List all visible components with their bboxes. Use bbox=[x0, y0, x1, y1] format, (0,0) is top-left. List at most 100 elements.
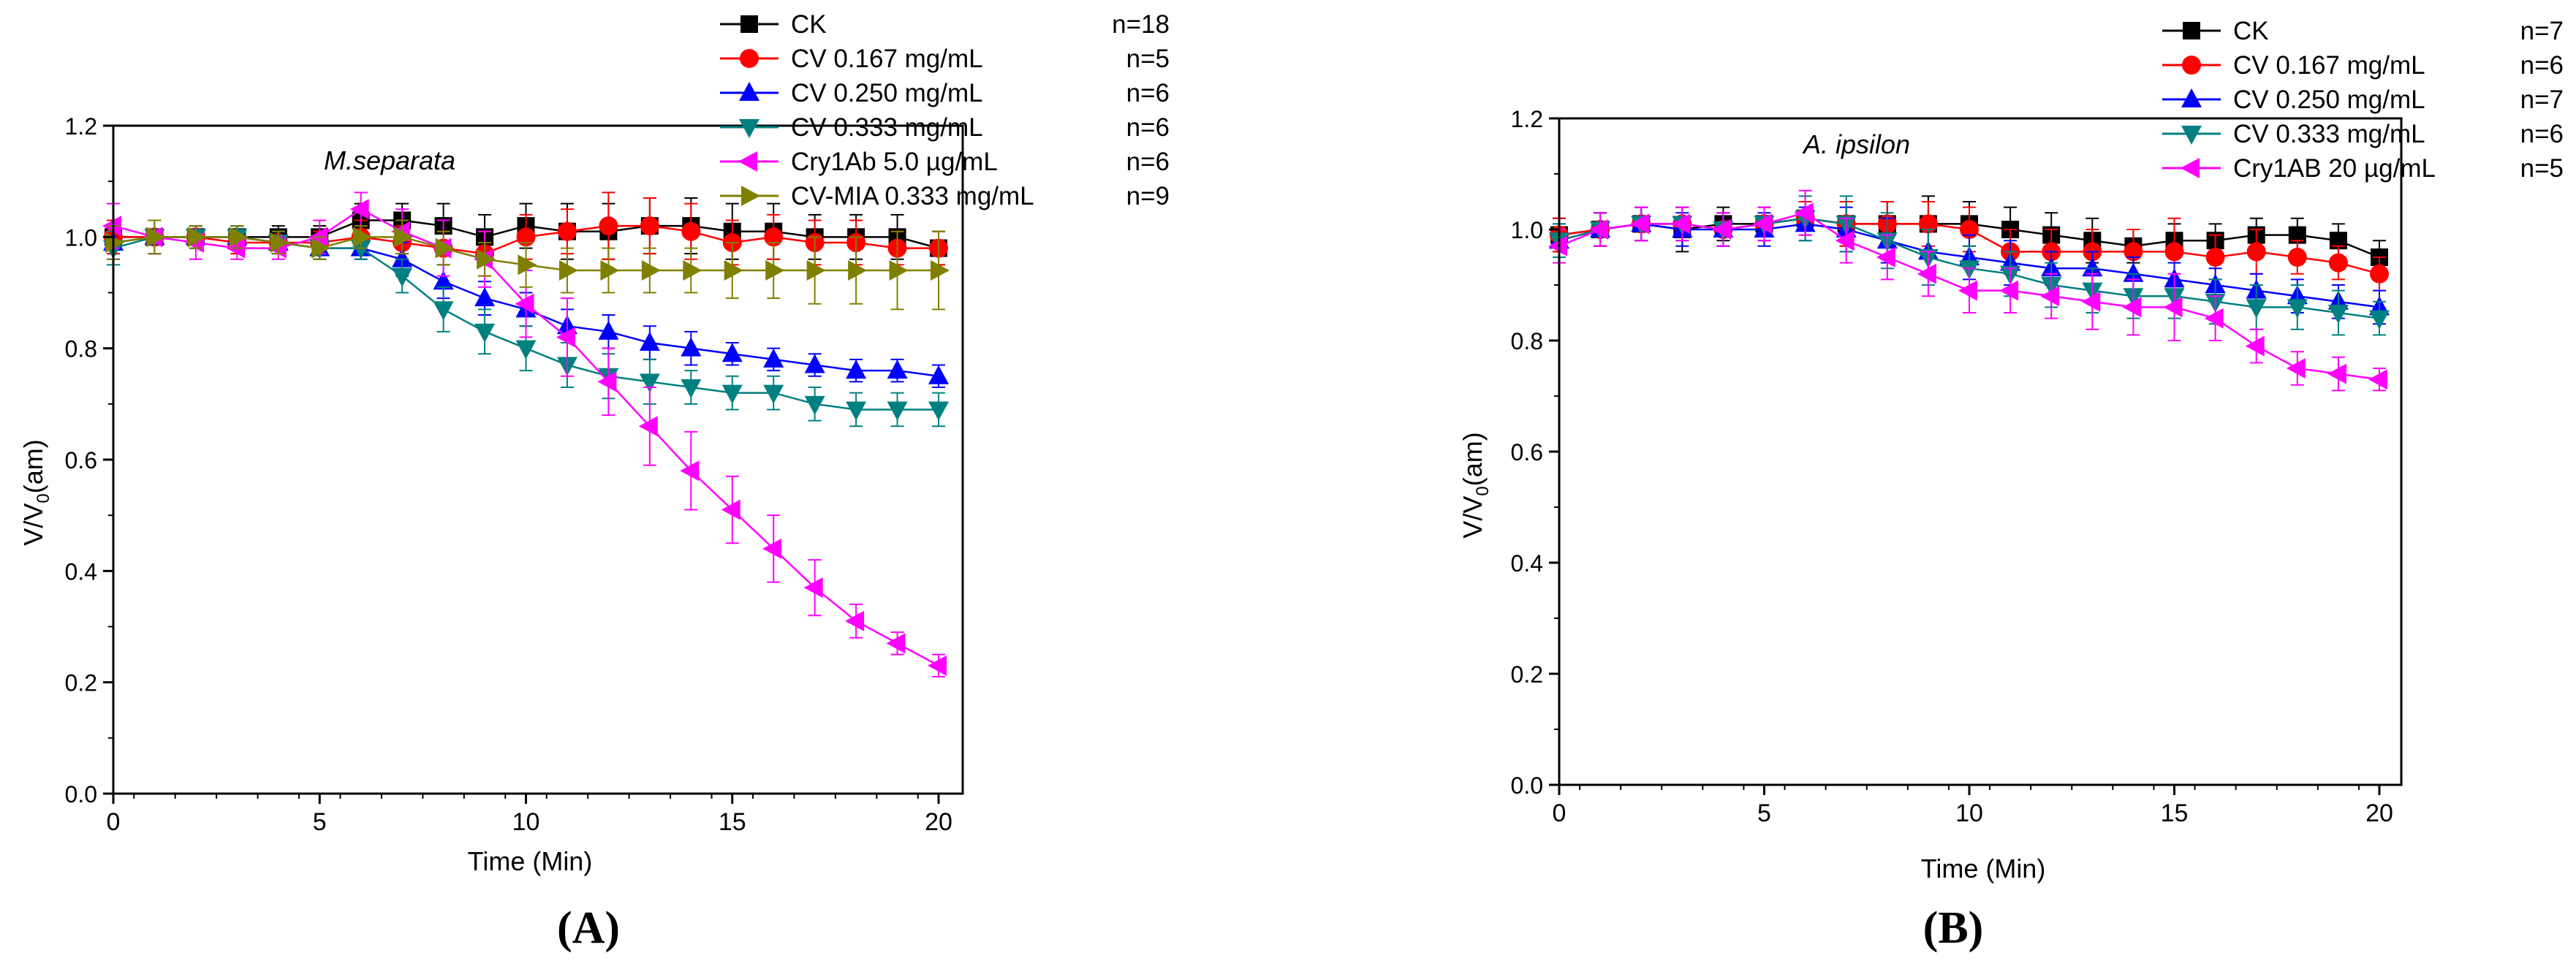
legend-label: CK bbox=[2233, 17, 2269, 45]
data-point bbox=[2327, 363, 2346, 384]
legend-n: n=6 bbox=[2520, 51, 2564, 80]
x-tick-label: 5 bbox=[1757, 799, 1771, 827]
data-point bbox=[433, 301, 454, 321]
data-point bbox=[558, 260, 578, 281]
chart-panel-a: 0 5 10 15 20 0.0 0.2 0.4 0.6 0.8 1.0 1.2 M.separata… bbox=[18, 10, 1170, 953]
y-tick-label: 0.8 bbox=[65, 336, 97, 362]
legend-marker bbox=[2181, 126, 2202, 145]
x-axis-label: Time (Min) bbox=[468, 846, 593, 876]
legend-marker bbox=[739, 119, 759, 138]
data-point bbox=[2369, 310, 2390, 330]
data-point bbox=[724, 260, 743, 281]
data-point bbox=[515, 340, 537, 360]
series-4 bbox=[1548, 189, 2387, 392]
data-point bbox=[931, 260, 950, 281]
x-tick-label: 10 bbox=[512, 808, 540, 836]
legend-marker bbox=[738, 151, 757, 172]
data-point bbox=[889, 260, 909, 281]
panel-label: (A) bbox=[557, 903, 620, 953]
legend-entry: CV 0.250 mg/mL n=7 bbox=[2162, 86, 2564, 114]
data-point bbox=[887, 360, 908, 379]
legend-entry: CK n=7 bbox=[2162, 17, 2564, 45]
data-point bbox=[2205, 248, 2225, 267]
data-point bbox=[640, 216, 659, 236]
legend-entry: CV 0.333 mg/mL n=6 bbox=[720, 113, 1170, 142]
legend-entry: CV 0.250 mg/mL n=6 bbox=[720, 79, 1170, 107]
chart-title: A. ipsilon bbox=[1802, 129, 1910, 159]
y-tick-label: 0.6 bbox=[1511, 439, 1543, 466]
y-axis-label: V/V0(am) bbox=[18, 439, 53, 545]
y-tick-label: 1.0 bbox=[1511, 217, 1543, 243]
data-point bbox=[886, 633, 906, 654]
data-point bbox=[887, 401, 908, 421]
legend-entry: Cry1AB 20 µg/mL n=5 bbox=[2162, 154, 2564, 183]
legend-n: n=7 bbox=[2520, 86, 2564, 114]
legend-label: Cry1Ab 5.0 µg/mL bbox=[791, 148, 998, 176]
legend-marker bbox=[741, 186, 760, 206]
chart-title: M.separata bbox=[324, 145, 455, 175]
x-axis-label: Time (Min) bbox=[1921, 854, 2046, 884]
x-tick-label: 10 bbox=[1955, 799, 1983, 827]
legend-entry: CV-MIA 0.333 mg/mL n=9 bbox=[720, 182, 1170, 210]
data-point bbox=[557, 221, 577, 241]
data-point bbox=[599, 216, 618, 236]
data-point bbox=[2286, 358, 2306, 379]
data-point bbox=[2245, 335, 2265, 357]
legend-n: n=9 bbox=[1126, 182, 1170, 210]
data-point bbox=[848, 260, 868, 281]
data-point bbox=[928, 401, 949, 421]
data-point bbox=[1958, 280, 1977, 301]
data-point bbox=[928, 655, 947, 676]
legend-marker bbox=[739, 82, 759, 101]
legend-label: CV 0.333 mg/mL bbox=[2233, 120, 2425, 148]
data-point bbox=[2370, 264, 2389, 284]
data-point bbox=[474, 323, 496, 343]
y-tick-label: 0.2 bbox=[1511, 661, 1543, 688]
legend-marker bbox=[2182, 56, 2201, 75]
x-tick-label: 15 bbox=[2161, 799, 2189, 827]
data-point bbox=[765, 260, 785, 281]
data-point bbox=[806, 260, 826, 281]
legend-entry: CV 0.167 mg/mL n=5 bbox=[720, 45, 1170, 73]
data-point bbox=[1876, 247, 1895, 267]
legend: CK n=18 CV 0.167 mg/mL n=5 CV 0.250 mg/mL n=6… bbox=[720, 10, 1170, 210]
data-point bbox=[1917, 263, 1936, 284]
legend-label: CV 0.250 mg/mL bbox=[2233, 86, 2425, 114]
y-tick-label: 1.2 bbox=[1511, 106, 1543, 132]
legend-label: Cry1AB 20 µg/mL bbox=[2233, 154, 2436, 183]
x-tick-label: 0 bbox=[107, 808, 121, 836]
x-tick-label: 20 bbox=[925, 808, 952, 836]
legend-entry: Cry1Ab 5.0 µg/mL n=6 bbox=[720, 148, 1170, 176]
y-tick-label: 0.2 bbox=[65, 670, 97, 696]
data-point bbox=[2287, 248, 2307, 267]
data-point bbox=[2328, 253, 2348, 273]
legend: CK n=7CV 0.167 mg/mL n=6CV 0.250 mg/mL n=7C… bbox=[2162, 17, 2564, 183]
legend-label: CV 0.250 mg/mL bbox=[791, 79, 983, 107]
y-axis-label: V/V0(am) bbox=[1458, 432, 1493, 538]
data-point bbox=[474, 287, 496, 307]
legend-entry: CV 0.167 mg/mL n=6 bbox=[2162, 51, 2564, 80]
y-tick-label: 0.4 bbox=[65, 558, 97, 585]
y-tick-label: 0.8 bbox=[1511, 328, 1543, 354]
data-point bbox=[2368, 369, 2387, 390]
legend-n: n=5 bbox=[1126, 45, 1170, 73]
data-point bbox=[846, 401, 867, 421]
legend-marker bbox=[2183, 22, 2200, 39]
legend-n: n=6 bbox=[1126, 79, 1170, 107]
x-tick-label: 15 bbox=[719, 808, 746, 836]
y-tick-label: 1.2 bbox=[65, 113, 97, 140]
data-point bbox=[638, 416, 658, 437]
legend-marker bbox=[740, 15, 758, 33]
data-point bbox=[1999, 280, 2019, 301]
legend-label: CV 0.333 mg/mL bbox=[791, 113, 983, 142]
y-tick-label: 0.4 bbox=[1511, 550, 1543, 577]
series-5 bbox=[105, 219, 950, 311]
legend-n: n=6 bbox=[2520, 120, 2564, 148]
data-point bbox=[680, 460, 700, 482]
data-point bbox=[392, 267, 413, 287]
legend-n: n=6 bbox=[1126, 113, 1170, 142]
legend-label: CV 0.167 mg/mL bbox=[791, 45, 983, 73]
x-tick-label: 5 bbox=[313, 808, 327, 836]
data-point bbox=[641, 260, 661, 281]
